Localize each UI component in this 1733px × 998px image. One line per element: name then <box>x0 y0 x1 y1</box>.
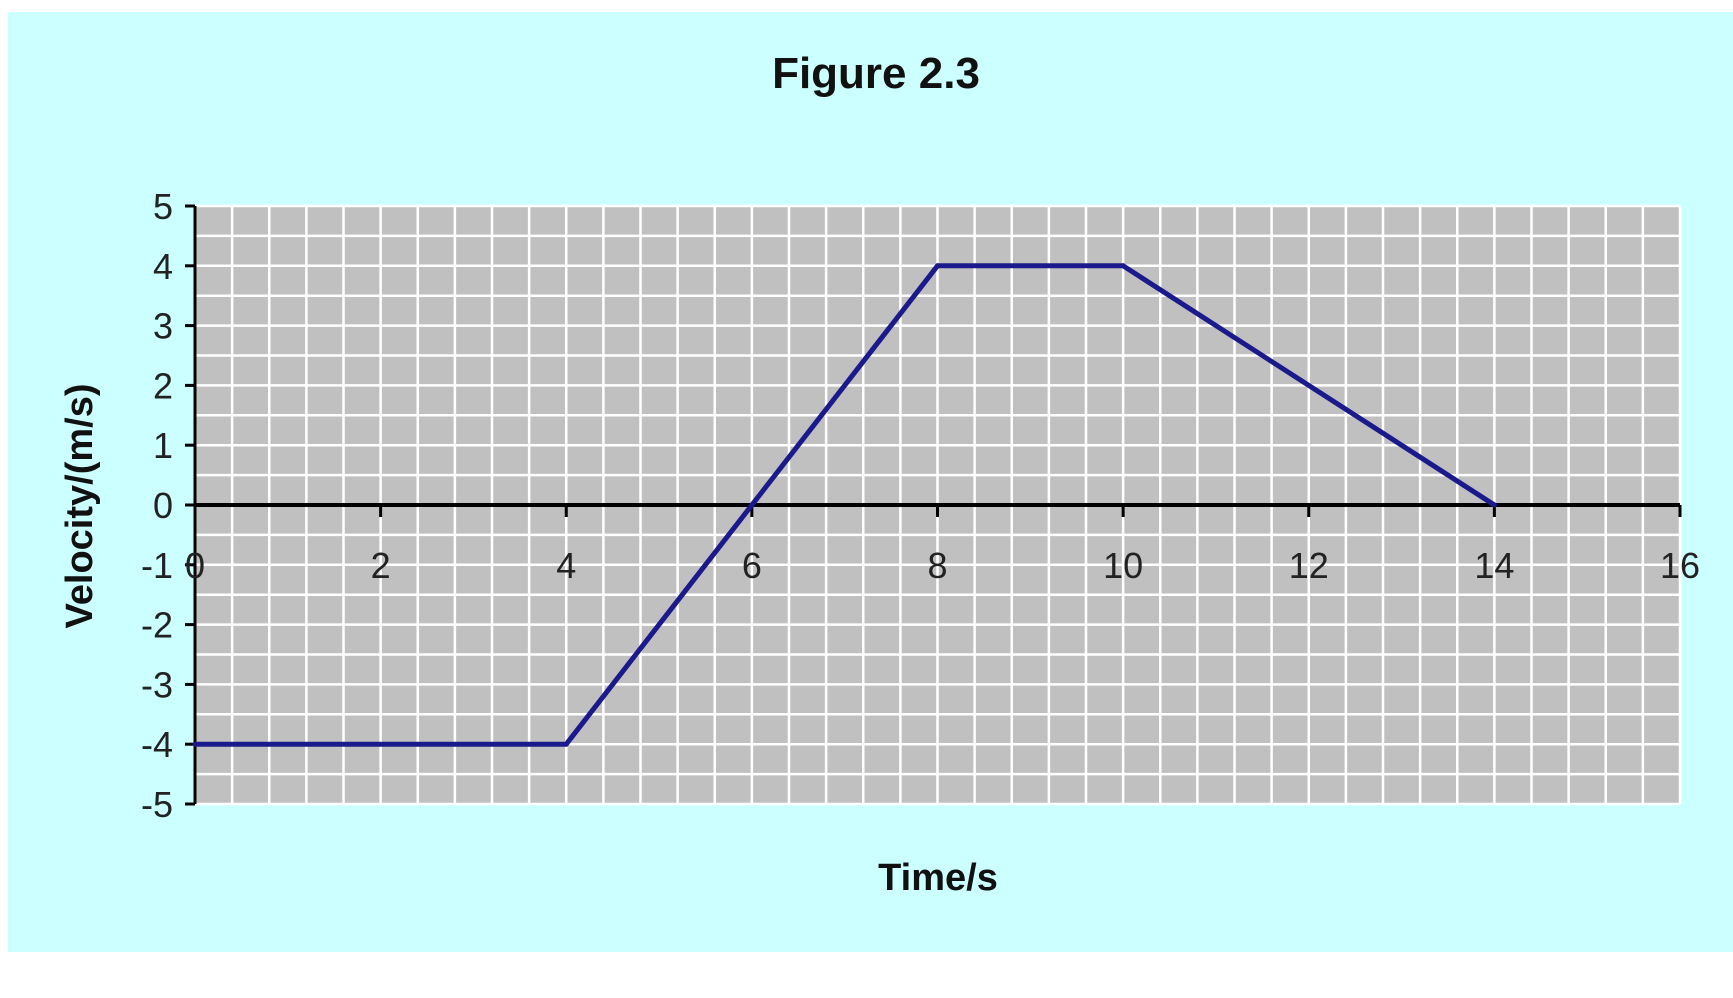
x-axis-title: Time/s <box>878 857 998 899</box>
y-axis-title: Velocity/(m/s) <box>59 384 101 629</box>
y-tick-label: -3 <box>141 664 173 705</box>
data-point <box>192 741 198 747</box>
axes <box>185 204 1682 806</box>
x-tick-label: 4 <box>556 545 576 586</box>
data-point <box>1120 263 1126 269</box>
series-layer <box>192 263 1497 747</box>
y-tick-label: 4 <box>153 246 173 287</box>
y-tick-label: 3 <box>153 306 173 347</box>
x-tick-label: 14 <box>1474 545 1514 586</box>
x-tick-label: 10 <box>1103 545 1143 586</box>
x-tick-label: 12 <box>1289 545 1329 586</box>
y-tick-label: -1 <box>141 545 173 586</box>
data-point <box>1491 502 1497 508</box>
x-tick-label: 16 <box>1660 545 1700 586</box>
y-tick-label: 0 <box>153 485 173 526</box>
y-tick-label: 5 <box>153 186 173 227</box>
y-tick-label: -5 <box>141 784 173 825</box>
x-tick-label: 2 <box>371 545 391 586</box>
x-tick-label: 8 <box>927 545 947 586</box>
data-point <box>563 741 569 747</box>
data-point <box>935 263 940 269</box>
x-tick-label: 6 <box>742 545 762 586</box>
y-tick-label: 1 <box>153 425 173 466</box>
y-tick-label: -2 <box>141 605 173 646</box>
chart-title: Figure 2.3 <box>772 49 980 98</box>
y-tick-label: 2 <box>153 365 173 406</box>
y-tick-label: -4 <box>141 724 173 765</box>
x-tick-label: 0 <box>185 545 205 586</box>
